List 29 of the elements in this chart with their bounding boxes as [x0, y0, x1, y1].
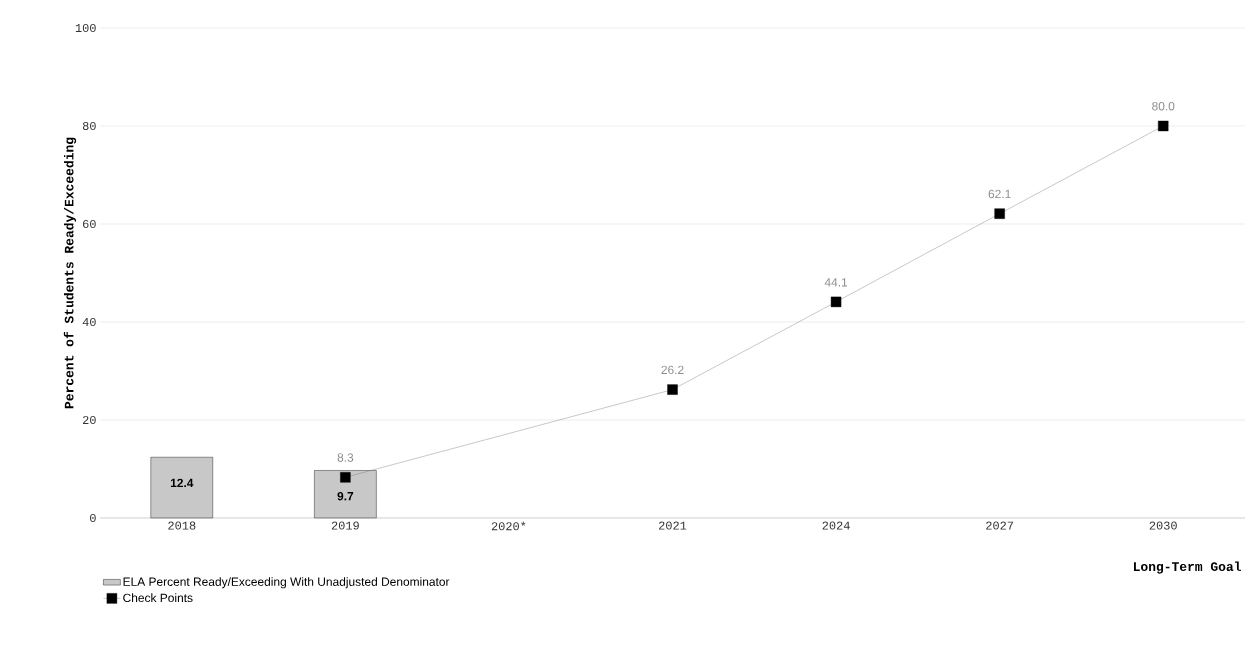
y-tick-label: 100 — [75, 23, 96, 33]
y-axis-title: Percent of Students Ready/Exceeding — [63, 137, 77, 409]
y-tick-label: 60 — [83, 219, 96, 229]
data-label: 80.0 — [1152, 102, 1175, 111]
data-label: 26.2 — [661, 365, 684, 375]
data-label: 44.1 — [824, 278, 848, 287]
point — [340, 472, 351, 483]
y-tick-label: 80 — [82, 121, 96, 131]
x-tick-label: 2019 — [331, 521, 359, 530]
x-tick-label: 2030 — [1149, 521, 1177, 530]
x-tick-label: 2027 — [986, 521, 1014, 530]
point — [994, 208, 1005, 219]
point — [830, 296, 842, 308]
y-tick-label: 40 — [82, 317, 96, 327]
legend-label: Check Points — [123, 593, 193, 603]
x-tick-label: 2018 — [168, 521, 196, 530]
data-label: 8.3 — [337, 453, 354, 462]
x-tick-label: 2020* — [491, 521, 526, 531]
x-tick-label: 2024 — [822, 521, 850, 530]
data-label: 12.4 — [170, 478, 194, 488]
data-label: 9.7 — [337, 491, 354, 501]
y-tick-label: 20 — [82, 415, 96, 425]
text: Long-Term Goal — [1134, 561, 1241, 574]
legend-label: ELA Percent Ready/Exceeding With Unadjusted Denominator — [123, 577, 450, 589]
point — [667, 384, 678, 395]
data-label: 62.1 — [988, 189, 1011, 199]
y-tick-label: 0 — [90, 513, 96, 523]
x-tick-label: 2021 — [659, 521, 687, 530]
point — [1158, 120, 1169, 132]
